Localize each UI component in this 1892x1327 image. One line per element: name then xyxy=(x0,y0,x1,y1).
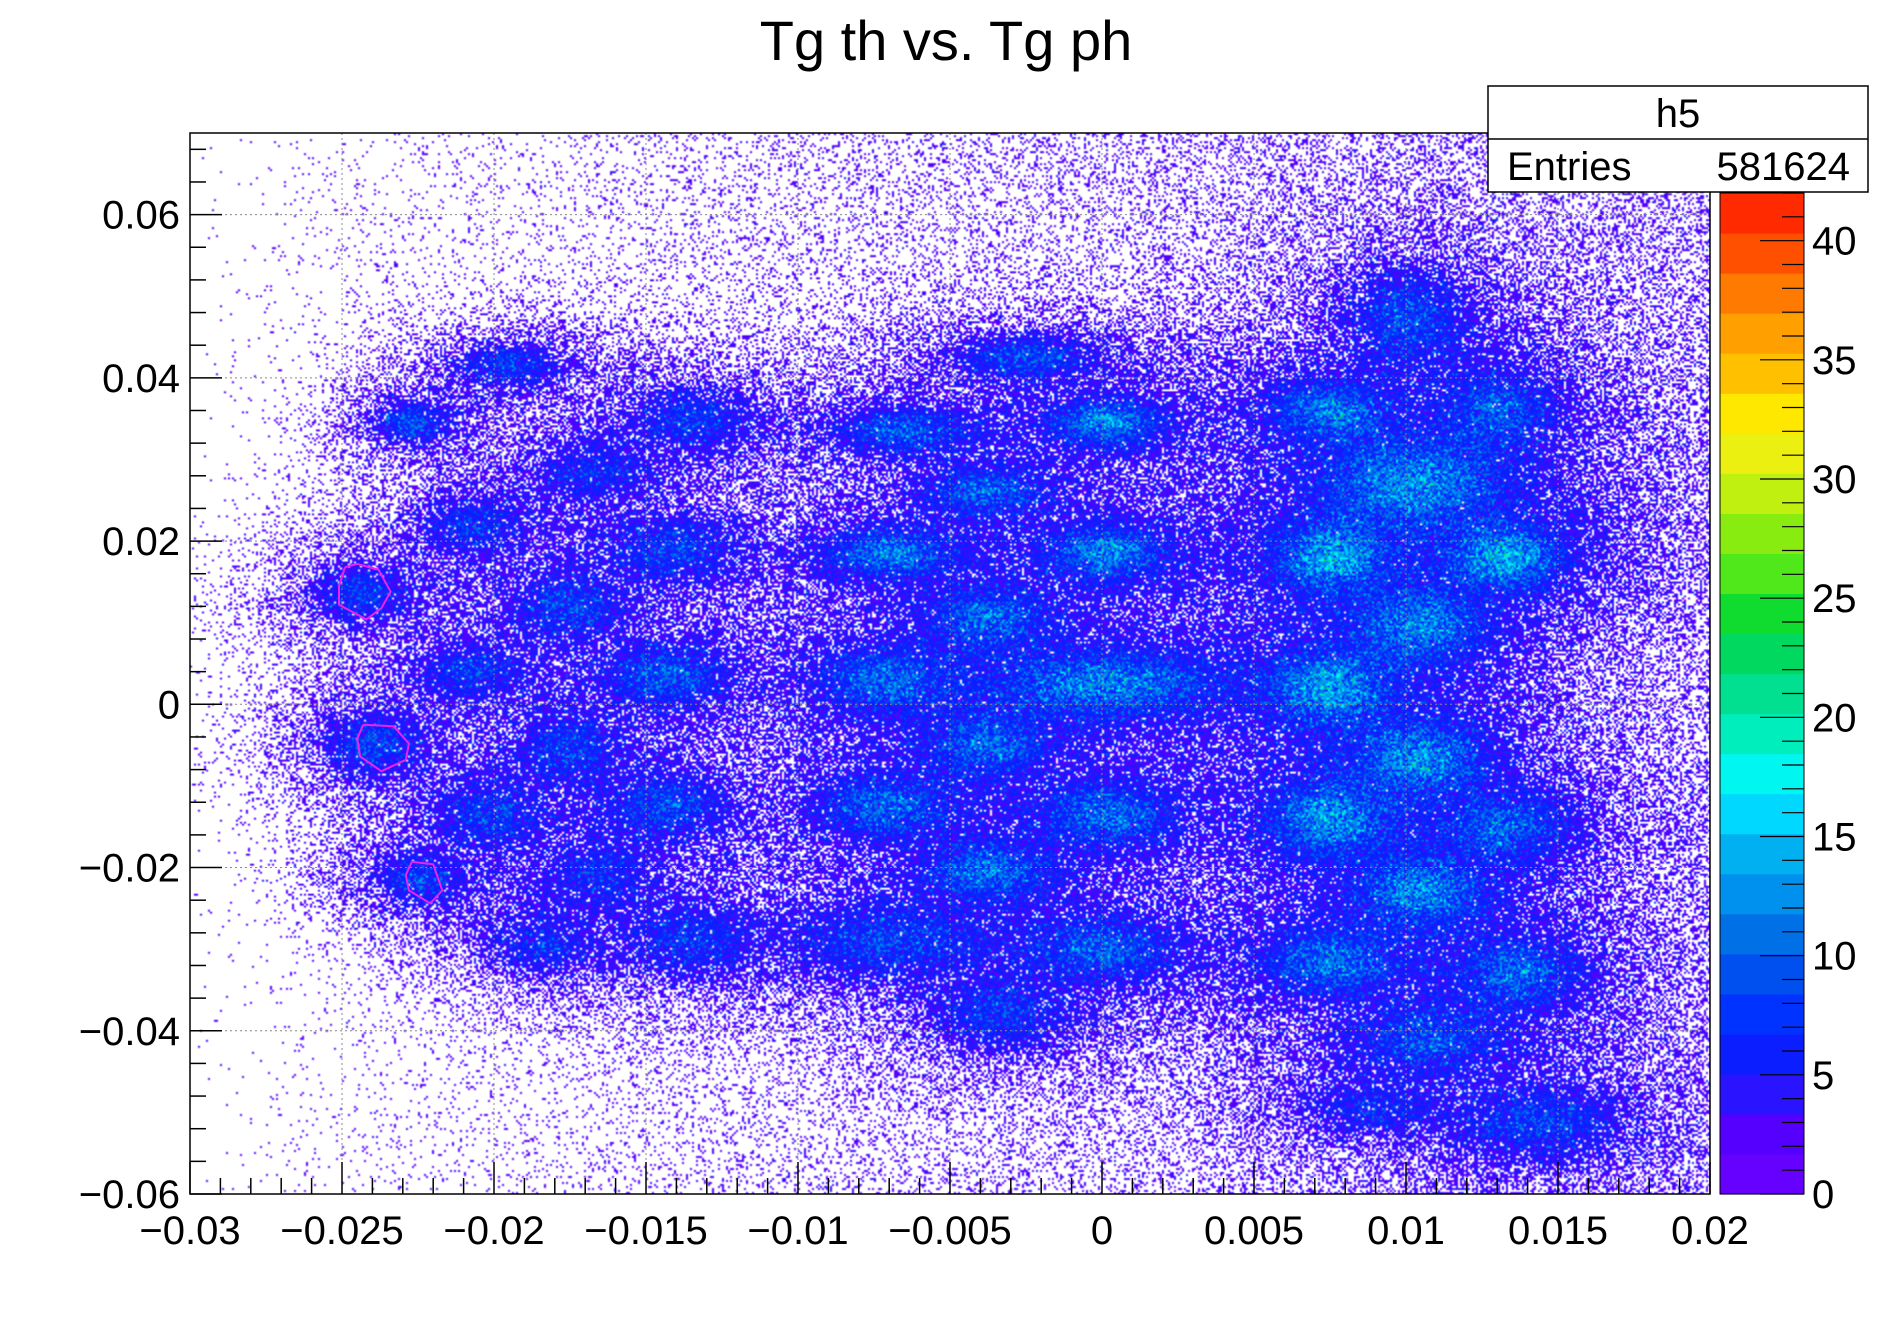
y-tick-label: −0.04 xyxy=(79,1010,180,1054)
cut-polygon xyxy=(338,562,392,621)
colorbar-band xyxy=(1720,273,1804,314)
colorbar-band xyxy=(1720,593,1804,635)
colorbar-tick-label: 15 xyxy=(1812,816,1857,860)
y-tick-label: −0.02 xyxy=(79,847,180,891)
colorbar-band xyxy=(1720,193,1804,234)
colorbar-band xyxy=(1720,553,1804,594)
colorbar-band xyxy=(1720,993,1804,1035)
y-tick-label: 0 xyxy=(158,683,180,727)
colorbar-band xyxy=(1720,393,1804,434)
colorbar-tick-label: 30 xyxy=(1812,458,1857,502)
colorbar-tick-label: 40 xyxy=(1812,220,1857,264)
colorbar-tick-label: 0 xyxy=(1812,1173,1834,1217)
colorbar-band xyxy=(1720,913,1804,955)
colorbar-band xyxy=(1720,833,1804,875)
colorbar-tick-label: 35 xyxy=(1812,339,1857,383)
color-palette-axis: 0 5 10 15 20 25 30 35 40 xyxy=(1719,192,1857,1217)
x-tick-label: −0.03 xyxy=(139,1209,240,1253)
colorbar-band xyxy=(1720,513,1804,554)
colorbar-band xyxy=(1720,233,1804,274)
stats-box[interactable]: h5 Entries 581624 xyxy=(1487,85,1869,193)
colorbar-band xyxy=(1720,633,1804,675)
colorbar-tick-label: 20 xyxy=(1812,696,1857,740)
x-tick-label: 0.01 xyxy=(1367,1209,1445,1253)
x-tick-label: −0.005 xyxy=(888,1209,1011,1253)
x-tick-label: 0 xyxy=(1091,1209,1113,1253)
colorbar-band xyxy=(1720,1153,1804,1195)
y-tick-label: 0.06 xyxy=(102,194,180,238)
y-tick-label: −0.06 xyxy=(79,1173,180,1217)
chart-title: Tg th vs. Tg ph xyxy=(760,9,1132,72)
y-tick-label: 0.04 xyxy=(102,357,180,401)
grid-lines xyxy=(190,133,1710,1194)
colorbar-band xyxy=(1720,1113,1804,1155)
stats-box-entries-label: Entries xyxy=(1507,145,1632,189)
colorbar-band xyxy=(1720,953,1804,995)
colorbar-band xyxy=(1720,473,1804,514)
x-tick-label: 0.02 xyxy=(1671,1209,1749,1253)
x-tick-label: −0.01 xyxy=(747,1209,848,1253)
stats-box-entries-value: 581624 xyxy=(1717,145,1850,189)
colorbar-band xyxy=(1720,1033,1804,1075)
x-axis: −0.03 −0.025 −0.02 −0.015 −0.01 −0.005 0 0.005 0… xyxy=(139,1162,1749,1253)
x-tick-label: 0.015 xyxy=(1508,1209,1608,1253)
cut-polygon xyxy=(356,723,410,773)
x-tick-label: −0.015 xyxy=(584,1209,707,1253)
x-tick-label: −0.025 xyxy=(280,1209,403,1253)
colorbar-tick-label: 5 xyxy=(1812,1054,1834,1098)
graphical-cuts xyxy=(338,562,444,905)
y-axis: −0.06 −0.04 −0.02 0 0.02 0.04 0.06 xyxy=(79,148,222,1217)
x-tick-label: 0.005 xyxy=(1204,1209,1304,1253)
cut-polygon xyxy=(404,860,444,905)
colorbar-band xyxy=(1720,313,1804,354)
colorbar-tick-label: 10 xyxy=(1812,935,1857,979)
colorbar-band xyxy=(1720,753,1804,795)
stats-box-name: h5 xyxy=(1656,92,1701,136)
x-tick-label: −0.02 xyxy=(443,1209,544,1253)
colorbar-band xyxy=(1720,713,1804,755)
colorbar-tick-label: 25 xyxy=(1812,577,1857,621)
y-tick-label: 0.02 xyxy=(102,520,180,564)
colorbar-band xyxy=(1720,793,1804,835)
plot-area: −0.03 −0.025 −0.02 −0.015 −0.01 −0.005 0 0.005 0… xyxy=(79,132,1749,1253)
colorbar-band xyxy=(1720,433,1804,474)
colorbar-band xyxy=(1720,1073,1804,1115)
